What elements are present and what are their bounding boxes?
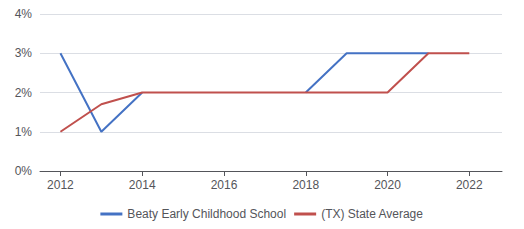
- svg-text:1%: 1%: [15, 125, 33, 139]
- svg-text:4%: 4%: [15, 7, 33, 21]
- svg-text:2020: 2020: [374, 178, 401, 192]
- svg-text:2018: 2018: [292, 178, 319, 192]
- svg-text:2016: 2016: [211, 178, 238, 192]
- svg-text:3%: 3%: [15, 46, 33, 60]
- svg-text:2%: 2%: [15, 86, 33, 100]
- svg-text:2012: 2012: [47, 178, 74, 192]
- svg-text:2022: 2022: [456, 178, 483, 192]
- svg-text:2014: 2014: [129, 178, 156, 192]
- svg-text:0%: 0%: [15, 164, 33, 178]
- svg-text:(TX) State Average: (TX) State Average: [321, 207, 423, 221]
- svg-text:Beaty Early Childhood School: Beaty Early Childhood School: [127, 207, 286, 221]
